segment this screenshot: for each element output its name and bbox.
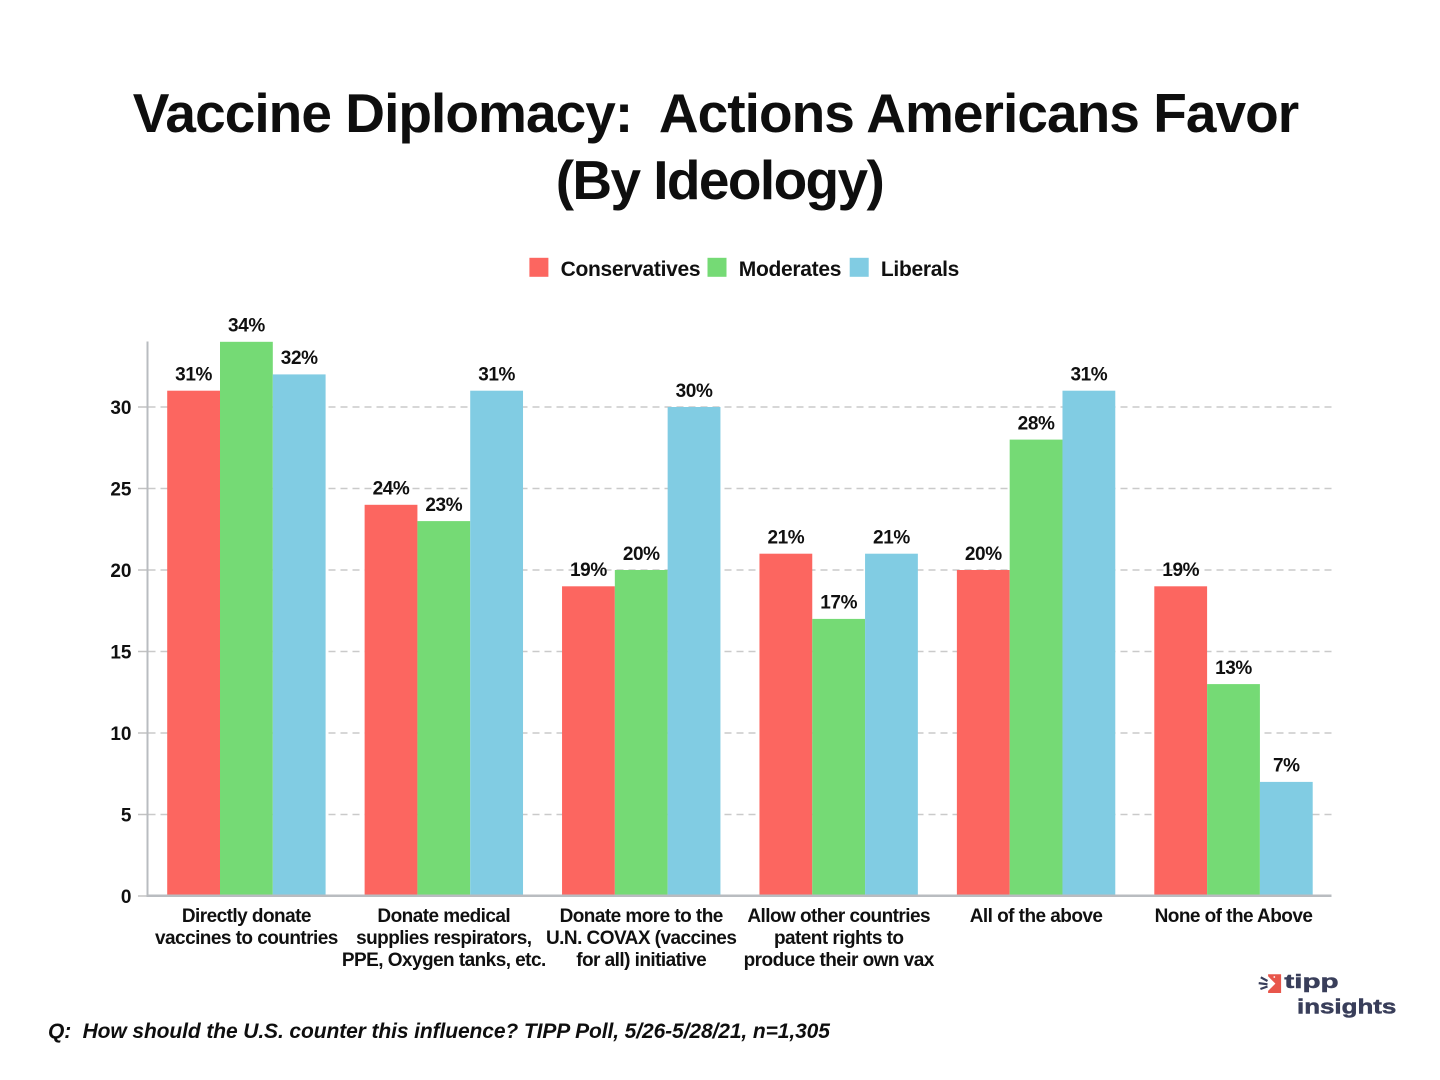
svg-text:24%: 24%	[373, 479, 410, 500]
svg-text:20%: 20%	[965, 544, 1002, 565]
svg-text:21%: 21%	[873, 528, 910, 549]
svg-text:10: 10	[110, 724, 131, 745]
svg-text:32%: 32%	[281, 348, 318, 369]
svg-text:23%: 23%	[425, 495, 462, 516]
svg-text:13%: 13%	[1215, 658, 1252, 679]
svg-text:tipp: tipp	[1284, 972, 1338, 993]
svg-text:19%: 19%	[1162, 560, 1199, 581]
svg-text:17%: 17%	[820, 593, 857, 614]
svg-text:0: 0	[121, 887, 132, 908]
svg-text:21%: 21%	[767, 528, 804, 549]
svg-text:31%: 31%	[175, 365, 212, 386]
svg-text:Liberals: Liberals	[881, 258, 959, 281]
svg-text:31%: 31%	[1070, 365, 1107, 386]
svg-text:31%: 31%	[478, 365, 515, 386]
svg-text:25: 25	[110, 479, 132, 500]
svg-text:5: 5	[121, 805, 132, 826]
svg-text:20: 20	[110, 561, 131, 582]
svg-text:Moderates: Moderates	[739, 258, 841, 281]
svg-text:30%: 30%	[676, 381, 713, 402]
svg-text:19%: 19%	[570, 560, 607, 581]
svg-text:20%: 20%	[623, 544, 660, 565]
svg-text:Conservatives: Conservatives	[561, 258, 701, 281]
svg-text:28%: 28%	[1018, 413, 1055, 434]
svg-text:30: 30	[110, 398, 131, 419]
svg-text:15: 15	[110, 642, 132, 663]
svg-text:insights: insights	[1297, 997, 1396, 1019]
svg-text:34%: 34%	[228, 316, 265, 337]
svg-text:7%: 7%	[1273, 756, 1300, 777]
